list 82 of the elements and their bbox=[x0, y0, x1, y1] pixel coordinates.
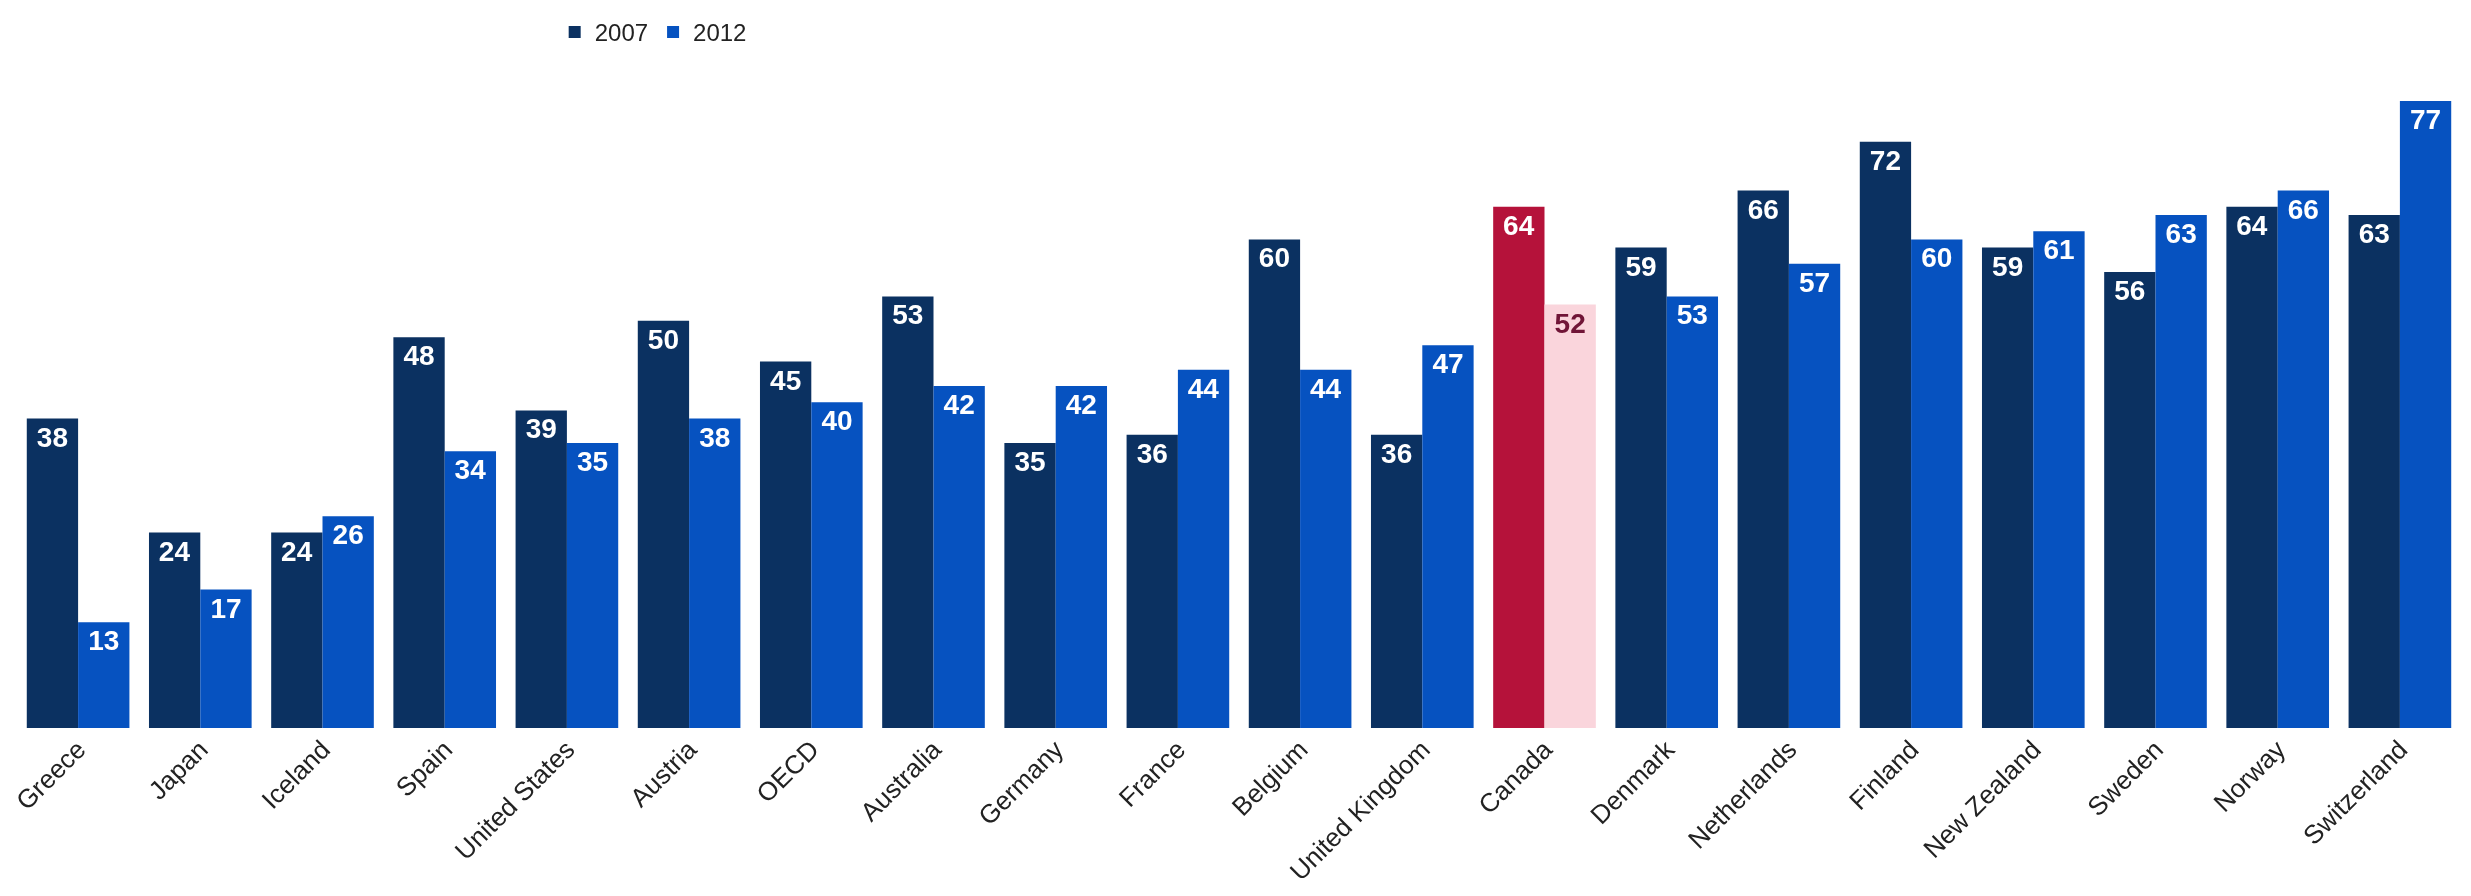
data-label: 26 bbox=[332, 519, 364, 551]
bar bbox=[1788, 263, 1841, 728]
bar bbox=[78, 622, 130, 728]
bar bbox=[1177, 369, 1230, 728]
bar bbox=[1004, 443, 1056, 728]
bar bbox=[444, 451, 497, 728]
data-label: 60 bbox=[1921, 242, 1953, 274]
bar bbox=[515, 410, 567, 728]
bar bbox=[1981, 247, 2034, 728]
data-label: 63 bbox=[2358, 218, 2390, 249]
data-label: 35 bbox=[1014, 446, 1046, 477]
bar bbox=[759, 361, 812, 728]
data-label: 47 bbox=[1432, 348, 1464, 380]
data-label: 60 bbox=[1258, 242, 1291, 274]
data-label: 34 bbox=[454, 454, 487, 486]
data-label: 38 bbox=[36, 421, 69, 453]
bar bbox=[1666, 296, 1719, 728]
bar bbox=[811, 402, 863, 728]
bar bbox=[2277, 190, 2330, 728]
bar bbox=[637, 320, 690, 728]
data-label: 59 bbox=[1625, 250, 1657, 282]
data-label: 45 bbox=[770, 364, 802, 396]
bar bbox=[689, 418, 741, 728]
bar bbox=[322, 516, 374, 728]
data-label: 59 bbox=[1992, 250, 2024, 282]
data-label: 53 bbox=[892, 299, 924, 331]
bar bbox=[393, 337, 445, 728]
data-label: 64 bbox=[1503, 209, 1535, 241]
bar bbox=[2033, 231, 2085, 728]
data-label: 57 bbox=[1798, 266, 1831, 298]
bar bbox=[2226, 206, 2278, 728]
data-label: 72 bbox=[1869, 144, 1902, 176]
data-label: 35 bbox=[576, 446, 609, 477]
bar bbox=[2399, 101, 2452, 728]
data-label: 66 bbox=[1747, 193, 1779, 225]
data-label: 50 bbox=[647, 323, 680, 355]
legend-label: 2007 bbox=[594, 19, 649, 47]
data-label: 66 bbox=[2287, 193, 2319, 225]
bar bbox=[566, 443, 619, 728]
data-label: 24 bbox=[158, 535, 191, 567]
data-label: 36 bbox=[1136, 437, 1168, 469]
bar bbox=[148, 532, 201, 728]
bar bbox=[1126, 434, 1178, 728]
data-label: 77 bbox=[2409, 104, 2442, 135]
data-label: 52 bbox=[1554, 307, 1586, 339]
bar bbox=[1911, 239, 1963, 728]
data-label: 39 bbox=[525, 413, 557, 445]
data-label: 24 bbox=[281, 535, 313, 567]
data-label: 40 bbox=[821, 405, 853, 437]
data-label: 63 bbox=[2165, 218, 2197, 249]
bar bbox=[26, 418, 79, 728]
data-label: 53 bbox=[1676, 299, 1708, 331]
bar bbox=[1370, 434, 1423, 728]
bar bbox=[1737, 190, 1789, 728]
data-label: 61 bbox=[2043, 234, 2075, 266]
data-label: 64 bbox=[2236, 209, 2268, 241]
data-label: 38 bbox=[699, 421, 731, 453]
bar bbox=[1055, 386, 1108, 728]
data-label: 42 bbox=[1065, 389, 1097, 420]
bar bbox=[271, 532, 323, 728]
data-label: 48 bbox=[403, 340, 435, 372]
data-label: 36 bbox=[1381, 437, 1413, 469]
bar bbox=[1248, 239, 1301, 728]
data-label: 42 bbox=[943, 389, 975, 420]
bar bbox=[1493, 206, 1545, 728]
data-label: 44 bbox=[1309, 372, 1342, 404]
data-label: 44 bbox=[1187, 372, 1220, 404]
bar bbox=[2104, 272, 2156, 728]
data-label: 13 bbox=[88, 625, 120, 657]
bar bbox=[933, 386, 985, 728]
bar bbox=[1615, 247, 1667, 728]
data-label: 17 bbox=[210, 592, 242, 624]
bar bbox=[1300, 369, 1352, 728]
bar bbox=[1422, 345, 1474, 728]
bar bbox=[200, 589, 252, 728]
legend-label: 2012 bbox=[693, 19, 747, 47]
bar bbox=[2155, 215, 2207, 728]
bar bbox=[2348, 215, 2400, 728]
data-label: 56 bbox=[2114, 275, 2146, 306]
bar bbox=[1859, 141, 1912, 728]
bar bbox=[1544, 304, 1596, 728]
bar bbox=[882, 296, 934, 728]
